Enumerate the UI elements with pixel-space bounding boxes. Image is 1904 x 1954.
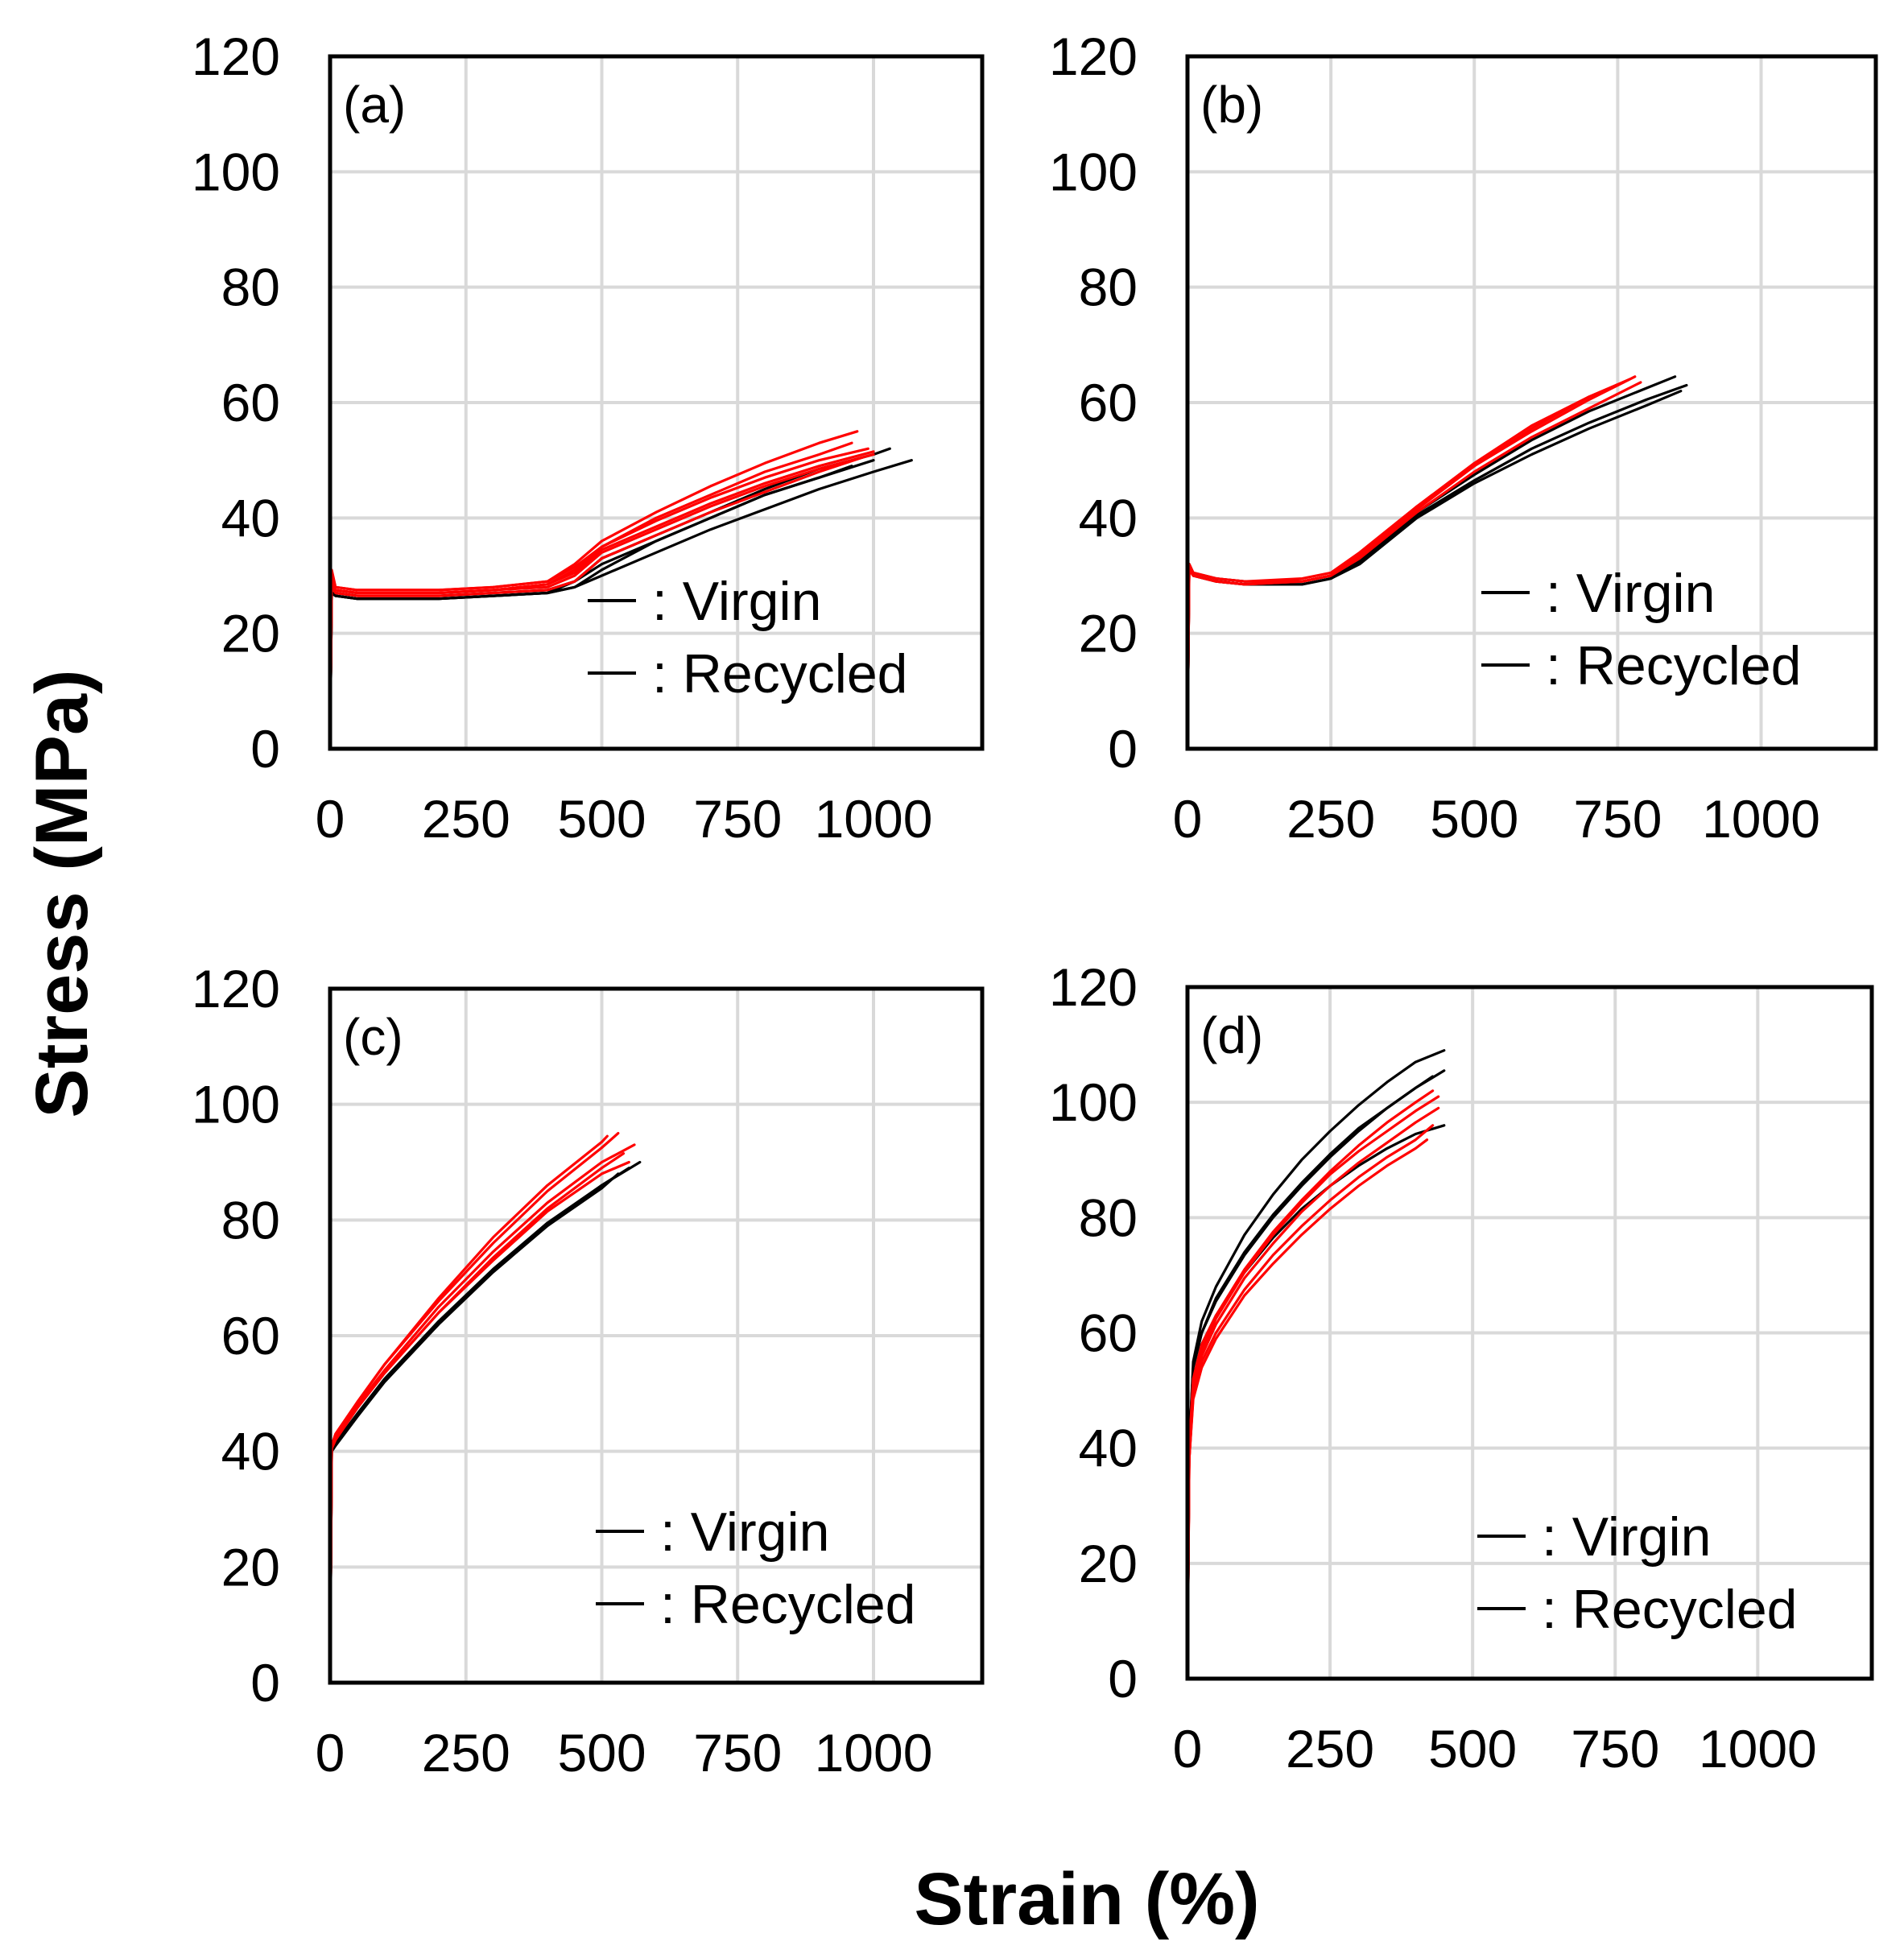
y-tick-label: 40 <box>221 1422 280 1481</box>
y-tick-label: 80 <box>1079 258 1138 317</box>
x-tick-label: 1000 <box>1699 1719 1817 1778</box>
virgin-curve <box>1186 1124 1446 1680</box>
recycled-curve <box>1186 1106 1440 1680</box>
x-tick-label: 750 <box>1573 789 1662 849</box>
x-tick-label: 1000 <box>815 1723 933 1783</box>
virgin-curve <box>1186 1049 1446 1680</box>
y-tick-label: 0 <box>1108 1649 1138 1708</box>
plot-frame <box>1185 54 1878 751</box>
x-tick-label: 0 <box>1173 789 1203 849</box>
x-tick-label: 250 <box>1287 789 1375 849</box>
y-tick-label: 20 <box>1079 604 1138 663</box>
virgin-curve <box>1186 1069 1446 1680</box>
legend-entry: : Virgin <box>1542 1506 1711 1568</box>
y-tick-label: 80 <box>221 258 280 317</box>
panel-d: 0 20 40 60 80 100 120 0 250 500 750 1000 (d) : Virgin… <box>1049 957 1874 1778</box>
recycled-curve <box>328 1152 626 1684</box>
y-tick-label: 0 <box>250 719 280 779</box>
x-tick-label: 500 <box>557 789 646 849</box>
virgin-curve <box>328 1160 642 1684</box>
recycled-curve <box>1186 1124 1435 1680</box>
plot-frame <box>1185 985 1874 1681</box>
y-tick-label: 100 <box>192 142 280 201</box>
y-tick-label: 40 <box>1079 488 1138 547</box>
x-tick-label: 750 <box>693 789 782 849</box>
x-tick-label: 250 <box>1286 1719 1374 1778</box>
x-tick-label: 750 <box>693 1723 782 1783</box>
y-tick-label: 0 <box>250 1653 280 1712</box>
plot-frame <box>328 986 985 1685</box>
legend-entry: : Recycled <box>1542 1579 1797 1640</box>
panel-b: 0 20 40 60 80 100 120 0 250 500 750 1000 (b) : Virgin… <box>1049 27 1878 849</box>
y-tick-label: 40 <box>221 488 280 547</box>
y-axis-title: Stress (MPa) <box>21 669 103 1117</box>
y-tick-label: 120 <box>1049 27 1138 86</box>
legend-entry: : Virgin <box>660 1502 829 1563</box>
x-axis-title: Strain (%) <box>914 1858 1259 1940</box>
y-tick-label: 20 <box>221 1537 280 1597</box>
virgin-curve <box>328 465 853 750</box>
panel-label: (a) <box>343 76 406 134</box>
y-tick-label: 0 <box>1108 719 1138 779</box>
recycled-curve <box>328 441 853 750</box>
panel-label: (c) <box>343 1008 403 1066</box>
x-tick-label: 1000 <box>1702 789 1820 849</box>
legend-entry: : Virgin <box>1546 563 1715 624</box>
x-tick-label: 500 <box>1430 789 1518 849</box>
virgin-curve <box>1186 1075 1435 1680</box>
y-tick-label: 100 <box>1049 1072 1138 1132</box>
x-tick-label: 1000 <box>815 789 933 849</box>
x-tick-label: 500 <box>1428 1719 1517 1778</box>
y-tick-label: 20 <box>1079 1534 1138 1593</box>
x-tick-label: 0 <box>316 1723 345 1783</box>
legend-entry: : Virgin <box>652 571 821 632</box>
y-tick-label: 120 <box>192 959 280 1018</box>
legend-entry: : Recycled <box>1546 635 1801 696</box>
recycled-curve <box>328 1143 636 1684</box>
x-tick-label: 0 <box>1173 1719 1203 1778</box>
recycled-curve <box>328 456 865 750</box>
y-tick-label: 120 <box>1049 957 1138 1017</box>
recycled-curve <box>1186 378 1631 750</box>
recycled-curve <box>1186 1089 1435 1680</box>
y-tick-label: 100 <box>1049 142 1138 201</box>
plot-frame <box>328 54 985 751</box>
panel-label: (d) <box>1200 1006 1263 1064</box>
legend-entry: : Recycled <box>660 1574 915 1635</box>
panel-label: (b) <box>1200 76 1263 134</box>
y-tick-label: 80 <box>221 1190 280 1250</box>
y-tick-label: 80 <box>1079 1188 1138 1247</box>
y-tick-label: 20 <box>221 604 280 663</box>
recycled-curve <box>1186 1095 1440 1680</box>
x-tick-label: 250 <box>422 789 510 849</box>
y-tick-label: 60 <box>1079 1303 1138 1363</box>
recycled-curve <box>328 1160 630 1684</box>
virgin-curve <box>328 1167 630 1684</box>
y-tick-label: 60 <box>221 1306 280 1365</box>
y-tick-label: 40 <box>1079 1419 1138 1478</box>
legend-entry: : Recycled <box>652 643 907 704</box>
y-tick-label: 60 <box>221 373 280 432</box>
x-tick-label: 500 <box>557 1723 646 1783</box>
recycled-curve <box>1186 381 1625 750</box>
virgin-curve <box>328 459 913 750</box>
x-tick-label: 250 <box>422 1723 510 1783</box>
y-tick-label: 100 <box>192 1075 280 1134</box>
y-tick-label: 120 <box>192 27 280 86</box>
panel-a: 0 20 40 60 80 100 120 0 250 500 750 1000 (a) : Virgin… <box>192 27 985 849</box>
x-tick-label: 750 <box>1571 1719 1659 1778</box>
virgin-curve <box>328 1172 620 1684</box>
x-tick-label: 0 <box>316 789 345 849</box>
recycled-curve <box>328 1134 609 1684</box>
panel-c: 0 20 40 60 80 100 120 0 250 500 750 1000 (c) : Virgin… <box>192 959 985 1783</box>
recycled-curve <box>328 450 875 750</box>
y-tick-label: 60 <box>1079 373 1138 432</box>
recycled-curve <box>328 1132 620 1684</box>
